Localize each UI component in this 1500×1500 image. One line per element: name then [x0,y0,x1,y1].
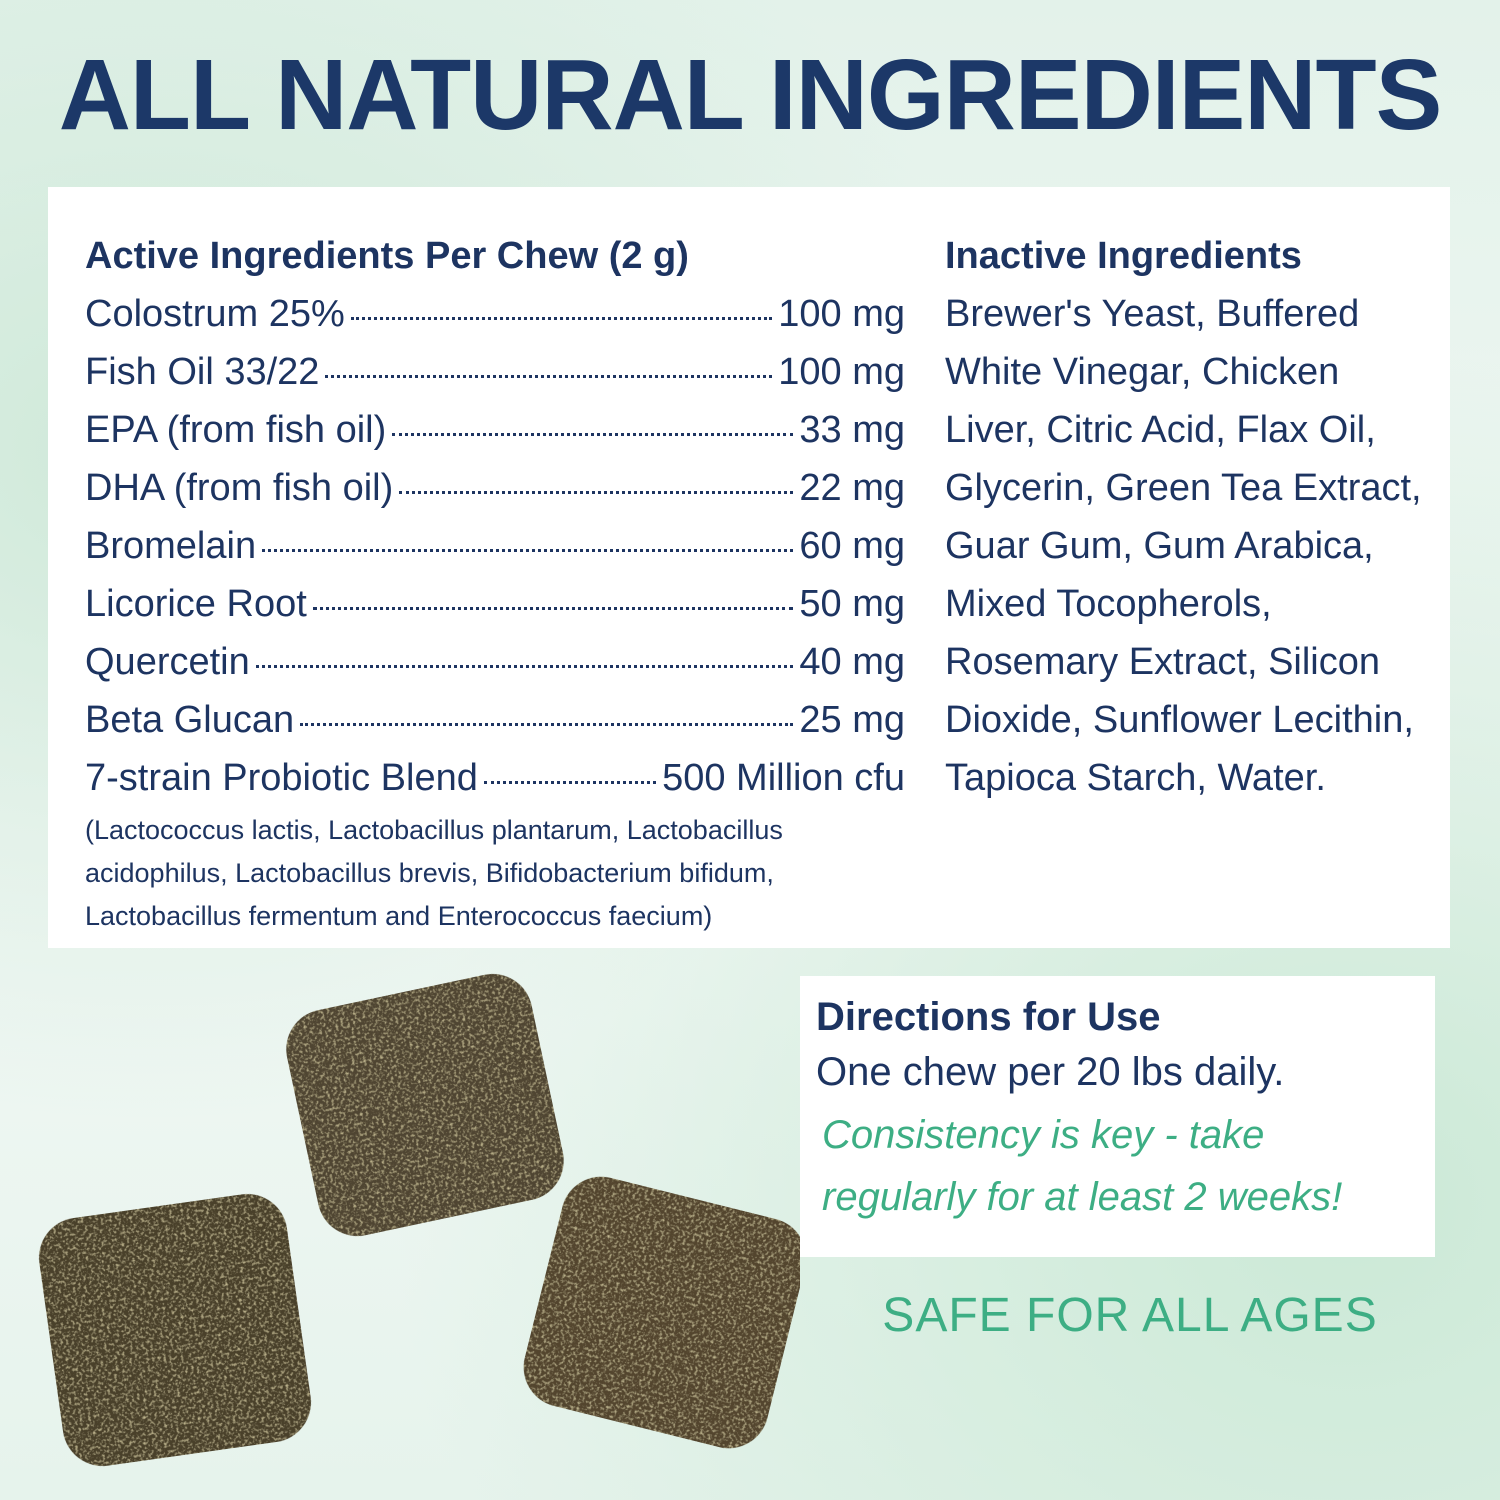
inactive-ingredients: Inactive Ingredients Brewer's Yeast, Buf… [945,227,1435,807]
ingredient-name: Licorice Root [85,583,307,625]
leader-dots [312,607,794,610]
leader-dots [483,781,657,784]
ingredient-row: Quercetin 40 mg [85,633,905,691]
badge: SAFE FOR ALL AGES [882,1289,1378,1342]
ingredient-row: Fish Oil 33/22 100 mg [85,343,905,401]
directions-card: Directions for Use One chew per 20 lbs d… [800,976,1435,1257]
ingredient-row: EPA (from fish oil) 33 mg [85,401,905,459]
ingredient-amount: 50 mg [799,583,905,625]
active-list: Colostrum 25% 100 mg Fish Oil 33/22 100 mg E… [85,285,905,807]
ingredients-card: Active Ingredients Per Chew (2 g) Colost… [48,187,1450,948]
ingredient-name: Quercetin [85,641,250,683]
leader-dots [325,375,773,378]
ingredient-name: EPA (from fish oil) [85,409,387,451]
ingredient-amount: 25 mg [799,699,905,741]
ingredient-amount: 22 mg [799,467,905,509]
leader-dots [255,665,794,668]
ingredient-amount: 33 mg [799,409,905,451]
ingredient-row: Bromelain 60 mg [85,517,905,575]
inactive-text: Brewer's Yeast, Buffered White Vinegar, … [945,293,1422,799]
leader-dots [262,549,794,552]
directions-emphasis: Consistency is key - take regularly for … [822,1113,1343,1219]
chews-image [38,973,800,1467]
chew [38,1193,312,1467]
ingredient-name: DHA (from fish oil) [85,467,394,509]
leader-dots [350,317,773,320]
ingredient-amount: 100 mg [778,293,905,335]
ingredient-amount: 500 Million cfu [662,757,905,799]
ingredient-name: Colostrum 25% [85,293,345,335]
ingredient-name: Bromelain [85,525,257,567]
ingredient-name: 7-strain Probiotic Blend [85,757,478,799]
ingredient-row: Colostrum 25% 100 mg [85,285,905,343]
ingredient-name: Beta Glucan [85,699,295,741]
ingredient-row: Licorice Root 50 mg [85,575,905,633]
ingredient-row: 7-strain Probiotic Blend 500 Million cfu [85,749,905,807]
ingredient-row: DHA (from fish oil) 22 mg [85,459,905,517]
directions-heading: Directions for Use [816,995,1161,1039]
chew [523,1176,800,1449]
active-ingredients: Active Ingredients Per Chew (2 g) Colost… [85,227,905,938]
directions-text: One chew per 20 lbs daily. [816,1050,1285,1094]
leader-dots [399,491,794,494]
ingredient-amount: 60 mg [799,525,905,567]
chew [286,973,564,1237]
ingredient-amount: 40 mg [799,641,905,683]
probiotic-note: (Lactococcus lactis, Lactobacillus plant… [85,815,783,931]
ingredient-row: Beta Glucan 25 mg [85,691,905,749]
leader-dots [392,433,794,436]
ingredient-amount: 100 mg [778,351,905,393]
inactive-heading: Inactive Ingredients [945,235,1302,277]
title: ALL NATURAL INGREDIENTS [58,39,1443,151]
ingredient-name: Fish Oil 33/22 [85,351,320,393]
active-heading: Active Ingredients Per Chew (2 g) [85,235,689,277]
leader-dots [300,723,794,726]
